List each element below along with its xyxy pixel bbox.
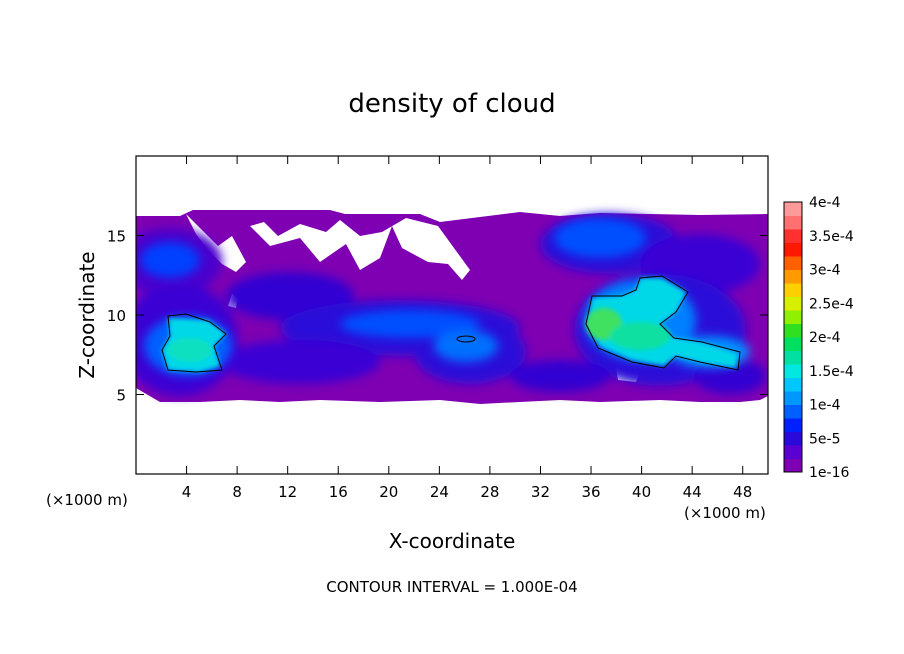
contour-interval-note: CONTOUR INTERVAL = 1.000E-04 [326, 578, 577, 596]
colorbar-swatch [784, 445, 802, 459]
colorbar-swatch [784, 404, 802, 419]
colorbar-swatch [784, 391, 802, 405]
colorbar-swatch [784, 269, 802, 284]
y-tick-label: 10 [107, 307, 126, 325]
contour-line [585, 275, 741, 371]
y-tick-label: 15 [107, 228, 126, 246]
colorbar-swatch [784, 202, 802, 216]
chart-title: density of cloud [348, 89, 555, 119]
colorbar-swatch [784, 458, 802, 473]
x-tick-label: 20 [379, 483, 398, 501]
colorbar-swatch [784, 337, 802, 351]
colorbar-swatch [784, 350, 802, 365]
x-tick-label: 32 [531, 483, 550, 501]
colorbar-frame [783, 201, 803, 473]
colorbar-swatch [784, 431, 802, 446]
colorbar-swatch [784, 256, 802, 270]
colorbar-label: 1e-4 [809, 398, 841, 414]
colorbar-swatch [784, 229, 802, 243]
clear-gap [186, 214, 246, 272]
clear-gap [250, 218, 470, 280]
colorbar-labels: 1e-16 5e-5 1e-4 1.5e-4 2e-4 2.5e-4 3e-4 3.5e-4 4… [809, 195, 854, 481]
x-axis-unit-left: (×1000 m) [46, 491, 128, 509]
colorbar-label: 2.5e-4 [809, 296, 854, 312]
contour-line [456, 335, 476, 343]
x-tick-label: 4 [182, 483, 192, 501]
y-axis: 5 10 15 [107, 228, 768, 405]
colorbar-label: 1e-16 [809, 465, 849, 481]
contour-line [161, 313, 227, 373]
x-tick-label: 44 [683, 483, 702, 501]
colorbar-swatch [784, 242, 802, 257]
y-axis-title: Z-coordinate [75, 251, 99, 378]
x-tick-label: 28 [480, 483, 499, 501]
x-tick-label: 8 [232, 483, 242, 501]
colorbar-label: 3e-4 [809, 263, 841, 279]
colorbar-swatch [784, 296, 802, 311]
colorbar [783, 201, 803, 473]
x-tick-label: 40 [632, 483, 651, 501]
colorbar-swatch [784, 215, 802, 230]
colorbar-swatch [784, 364, 802, 378]
colorbar-label: 2e-4 [809, 330, 841, 346]
x-tick-label: 48 [733, 483, 752, 501]
x-tick-label: 24 [430, 483, 449, 501]
x-tick-label: 16 [329, 483, 348, 501]
colorbar-swatch [784, 377, 802, 392]
colorbar-swatch [784, 418, 802, 432]
colorbar-label: 3.5e-4 [809, 229, 854, 245]
x-tick-label: 12 [278, 483, 297, 501]
y-tick-label: 5 [116, 387, 126, 405]
colorbar-swatch [784, 283, 802, 297]
colorbar-swatch [784, 310, 802, 324]
colorbar-label: 1.5e-4 [809, 364, 854, 380]
x-axis: 4 8 12 16 20 24 28 32 36 40 44 48 [182, 156, 752, 501]
x-axis-title: X-coordinate [389, 529, 516, 553]
x-axis-unit-right: (×1000 m) [684, 504, 766, 522]
colorbar-label: 4e-4 [809, 195, 841, 211]
density-field [136, 210, 768, 404]
x-tick-label: 36 [581, 483, 600, 501]
region-level-2e-4 [168, 308, 670, 362]
colorbar-label: 5e-5 [809, 431, 840, 447]
colorbar-swatch [784, 323, 802, 338]
